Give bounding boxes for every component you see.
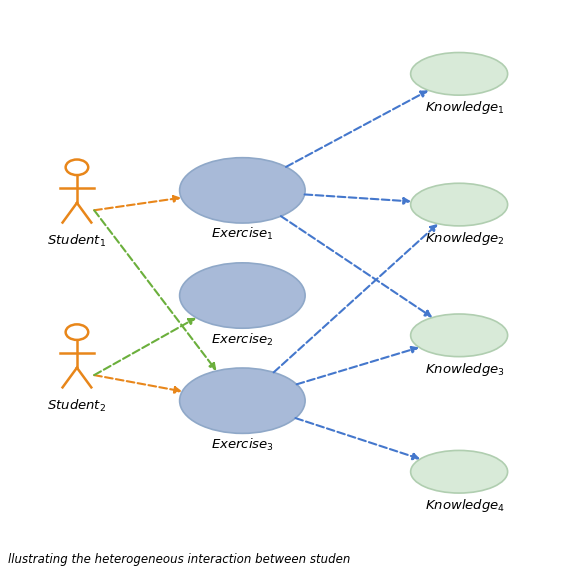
Ellipse shape: [411, 52, 507, 95]
Text: $\it{Student}_{2}$: $\it{Student}_{2}$: [47, 398, 107, 414]
Text: $\it{Exercise}_{3}$: $\it{Exercise}_{3}$: [211, 437, 274, 453]
FancyArrowPatch shape: [297, 347, 417, 385]
FancyArrowPatch shape: [281, 216, 431, 316]
FancyArrowPatch shape: [94, 196, 179, 210]
Ellipse shape: [411, 183, 507, 226]
FancyArrowPatch shape: [274, 226, 436, 373]
Text: $\it{Exercise}_{2}$: $\it{Exercise}_{2}$: [211, 331, 274, 348]
Ellipse shape: [411, 314, 507, 356]
FancyArrowPatch shape: [94, 210, 215, 369]
FancyArrowPatch shape: [94, 319, 194, 375]
Text: $\it{Knowledge}_{1}$: $\it{Knowledge}_{1}$: [425, 99, 505, 117]
FancyArrowPatch shape: [286, 91, 426, 167]
FancyArrowPatch shape: [295, 418, 418, 459]
Ellipse shape: [180, 368, 305, 433]
Text: $\it{Exercise}_{1}$: $\it{Exercise}_{1}$: [211, 226, 274, 242]
FancyArrowPatch shape: [94, 375, 180, 393]
Ellipse shape: [180, 158, 305, 223]
Text: $\it{Knowledge}_{3}$: $\it{Knowledge}_{3}$: [425, 361, 505, 378]
Ellipse shape: [411, 451, 507, 493]
Text: $\it{Knowledge}_{2}$: $\it{Knowledge}_{2}$: [425, 230, 505, 247]
FancyArrowPatch shape: [305, 195, 409, 204]
Text: llustrating the heterogeneous interaction between studen: llustrating the heterogeneous interactio…: [9, 553, 351, 565]
Ellipse shape: [180, 263, 305, 328]
Text: $\it{Knowledge}_{4}$: $\it{Knowledge}_{4}$: [425, 497, 505, 514]
Text: $\it{Student}_{1}$: $\it{Student}_{1}$: [47, 233, 107, 249]
